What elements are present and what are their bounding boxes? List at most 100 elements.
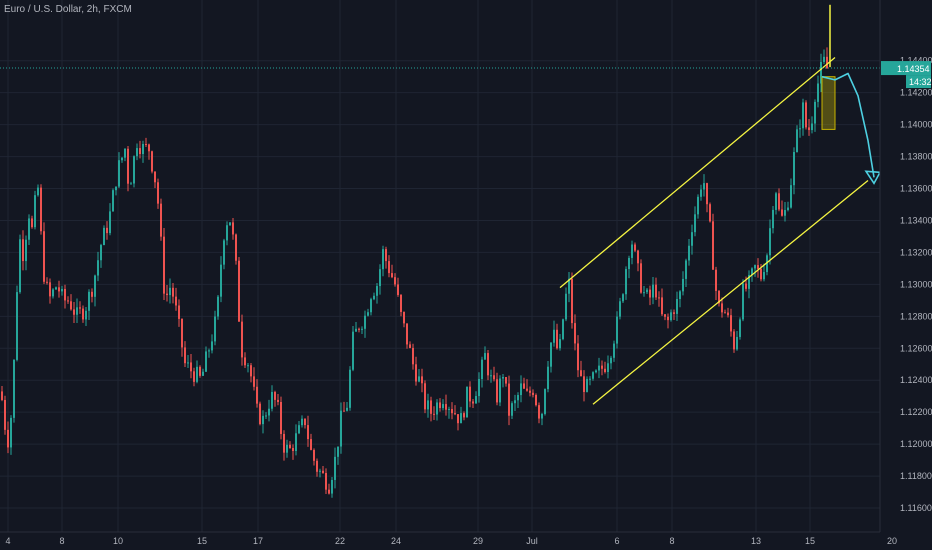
projection-arrow [864, 170, 882, 185]
price-tick-label: 1.13400 [900, 215, 932, 225]
candle-body [589, 378, 591, 380]
candle-body [7, 429, 9, 448]
candle-body [706, 183, 708, 205]
candle-body [637, 250, 639, 264]
candle-body [115, 186, 117, 191]
candle-body [247, 365, 249, 367]
time-tick-label: 22 [335, 536, 345, 546]
candle-body [703, 183, 705, 190]
channel-upper-line [559, 57, 836, 289]
candle-body [85, 310, 87, 320]
candle-body [313, 449, 315, 461]
candle-body [385, 249, 387, 262]
candle-body [355, 328, 357, 332]
candle-body [643, 292, 645, 294]
candle-body [586, 378, 588, 392]
time-tick-label: 24 [391, 536, 401, 546]
candle-body [193, 371, 195, 382]
candle-body [397, 284, 399, 295]
candle-body [40, 187, 42, 232]
candle-body [301, 418, 303, 426]
candle-body [154, 171, 156, 183]
candle-body [796, 129, 798, 153]
candle-body [715, 269, 717, 291]
candle-body [259, 403, 261, 425]
candle-body [298, 425, 300, 434]
candle-body [454, 413, 456, 415]
candle-body [55, 287, 57, 290]
candle-body [673, 312, 675, 314]
candle-body [190, 362, 192, 372]
grid [0, 0, 893, 532]
candle-body [622, 294, 624, 302]
candle-body [751, 268, 753, 276]
candle-body [403, 311, 405, 324]
candle-body [634, 244, 636, 251]
time-tick-label: 17 [253, 536, 263, 546]
channel-lower-line [592, 180, 869, 405]
price-tick-label: 1.13200 [900, 247, 932, 257]
candle-body [583, 376, 585, 392]
candle-body [331, 479, 333, 494]
candle-body [325, 472, 327, 490]
price-tick-label: 1.12400 [900, 375, 932, 385]
annotations [559, 4, 882, 405]
candle-body [394, 277, 396, 285]
candle-body [697, 196, 699, 215]
candle-body [457, 414, 459, 424]
candle-body [25, 239, 27, 262]
candle-body [70, 301, 72, 310]
candle-body [172, 287, 174, 297]
candle-body [307, 425, 309, 440]
candle-body [52, 289, 54, 297]
candle-body [148, 144, 150, 152]
candle-body [736, 336, 738, 350]
candle-body [169, 287, 171, 296]
candle-body [211, 341, 213, 351]
candle-body [520, 383, 522, 396]
candle-body [445, 404, 447, 410]
candle-body [316, 460, 318, 472]
candle-body [625, 269, 627, 295]
candle-body [808, 127, 810, 131]
price-axis[interactable]: 1.14400 1.14200 1.14000 1.13800 1.13600 1.134… [879, 0, 932, 550]
candle-body [562, 319, 564, 340]
candle-body [754, 265, 756, 269]
candle-body [88, 291, 90, 311]
candle-body [535, 394, 537, 406]
candle-body [802, 102, 804, 129]
candle-body [16, 292, 18, 360]
candle-body [406, 323, 408, 345]
candle-body [286, 444, 288, 453]
candle-body [565, 293, 567, 320]
candle-body [484, 353, 486, 360]
price-tick-label: 1.12800 [900, 311, 932, 321]
candle-body [262, 415, 264, 425]
candle-body [67, 300, 69, 302]
price-tick-label: 1.13000 [900, 279, 932, 289]
candle-body [127, 148, 129, 184]
candle-body [763, 272, 765, 280]
candle-body [271, 391, 273, 409]
candle-body [319, 470, 321, 472]
candle-body [412, 347, 414, 365]
price-tick-label: 1.11600 [900, 503, 932, 513]
candle-body [478, 379, 480, 397]
time-axis[interactable]: 4 8 10 15 17 22 24 29 Jul 6 8 13 15 20 [0, 531, 932, 550]
candle-body [574, 323, 576, 344]
candles [1, 47, 828, 498]
price-tick-label: 1.12000 [900, 439, 932, 449]
candle-body [376, 286, 378, 296]
candle-body [220, 264, 222, 297]
candle-body [10, 417, 12, 448]
candle-body [28, 218, 30, 240]
candle-body [577, 343, 579, 371]
candle-body [244, 357, 246, 366]
candle-body [82, 308, 84, 320]
time-tick-label: 15 [197, 536, 207, 546]
candle-body [439, 402, 441, 409]
candle-body [229, 222, 231, 226]
candle-body [199, 366, 201, 376]
candle-body [727, 312, 729, 316]
